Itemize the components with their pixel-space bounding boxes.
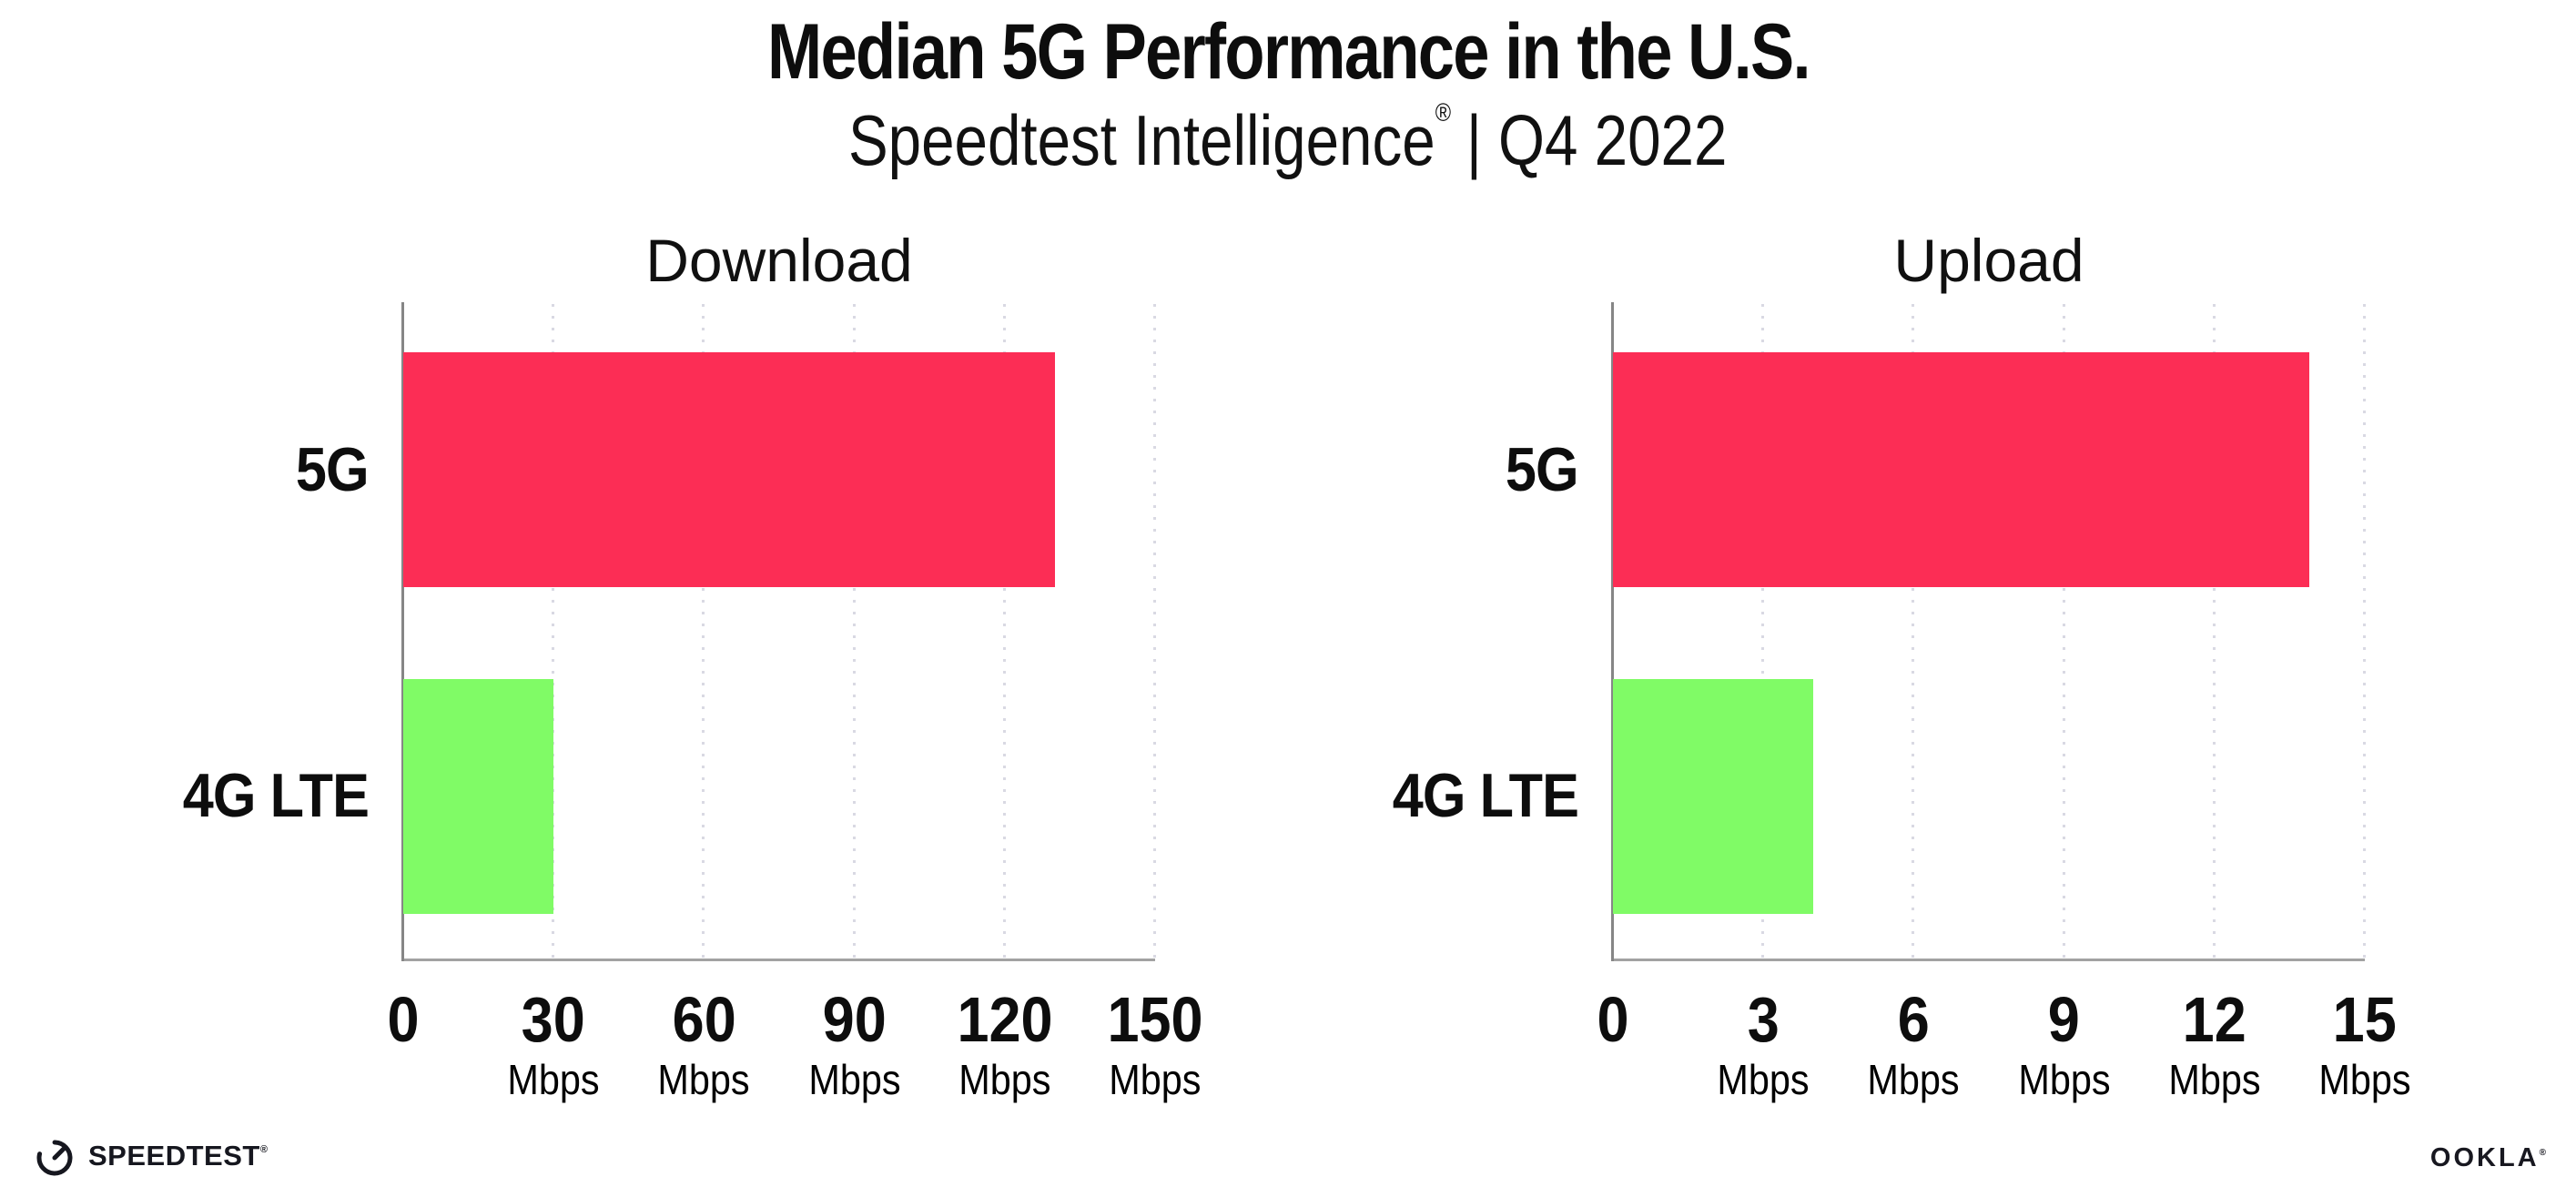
gridline xyxy=(2062,304,2065,959)
download-category-label-4g-lte: 4G LTE xyxy=(182,761,370,830)
tick-label: 90 Mbps xyxy=(807,984,901,1103)
page-subtitle-text: Speedtest Intelligence® | Q4 2022 xyxy=(848,98,1727,182)
tick-label: 150 Mbps xyxy=(1107,984,1203,1103)
gridline xyxy=(2212,304,2216,959)
registered-trademark-icon: ® xyxy=(2539,1148,2546,1158)
upload-plot-area xyxy=(1611,302,2366,961)
y-axis-spine xyxy=(401,302,404,961)
page-title: Median 5G Performance in the U.S. xyxy=(0,7,2576,97)
tick-label: 15 Mbps xyxy=(2318,984,2411,1103)
gridline xyxy=(1153,304,1156,959)
download-4g-lte-bar xyxy=(403,679,554,914)
speedtest-logo: SPEEDTEST® xyxy=(33,1134,268,1178)
speedtest-gauge-icon xyxy=(36,1140,73,1176)
upload-chart-title: Upload xyxy=(1893,227,2084,294)
gridline xyxy=(552,304,555,959)
download-x-axis-ticks: 0 30 Mbps 60 Mbps 90 Mbps 120 Mbps 150 M… xyxy=(387,984,1202,1115)
download-plot-area xyxy=(401,302,1156,961)
tick-label: 0 xyxy=(387,984,420,1055)
gridline xyxy=(702,304,705,959)
y-axis-spine xyxy=(1611,302,1614,961)
download-category-label-5g: 5G xyxy=(296,435,370,504)
gridline xyxy=(1002,304,1006,959)
gridline xyxy=(1912,304,1915,959)
tick-label: 9 Mbps xyxy=(2017,984,2111,1103)
tick-label: 12 Mbps xyxy=(2168,984,2261,1103)
ookla-logo: OOKLA® xyxy=(2430,1143,2546,1173)
ookla-wordmark: OOKLA xyxy=(2429,1143,2540,1172)
registered-trademark-icon: ® xyxy=(259,1144,269,1155)
tick-label: 0 xyxy=(1597,984,1629,1055)
tick-label: 60 Mbps xyxy=(657,984,751,1103)
tick-label: 3 Mbps xyxy=(1717,984,1810,1103)
speedtest-wordmark: SPEEDTEST® xyxy=(88,1140,269,1172)
upload-category-label-4g-lte: 4G LTE xyxy=(1392,761,1579,830)
page-subtitle: Speedtest Intelligence® | Q4 2022 xyxy=(0,98,2576,182)
registered-trademark-icon: ® xyxy=(1435,98,1452,127)
download-5g-bar xyxy=(403,352,1055,587)
tick-label: 30 Mbps xyxy=(507,984,600,1103)
upload-x-axis-ticks: 0 3 Mbps 6 Mbps 9 Mbps 12 Mbps 15 Mbps xyxy=(1597,984,2410,1115)
tick-label: 6 Mbps xyxy=(1867,984,1961,1103)
gridline xyxy=(852,304,856,959)
subtitle-brand: Speedtest Intelligence xyxy=(848,100,1436,180)
page-title-text: Median 5G Performance in the U.S. xyxy=(766,8,1811,96)
gridline xyxy=(1761,304,1765,959)
upload-5g-bar xyxy=(1613,352,2310,587)
gridline xyxy=(2363,304,2366,959)
subtitle-period: | Q4 2022 xyxy=(1466,100,1728,180)
upload-4g-lte-bar xyxy=(1613,679,1814,914)
upload-category-label-5g: 5G xyxy=(1506,435,1579,504)
tick-label: 120 Mbps xyxy=(957,984,1053,1103)
download-chart-title: Download xyxy=(645,227,913,294)
